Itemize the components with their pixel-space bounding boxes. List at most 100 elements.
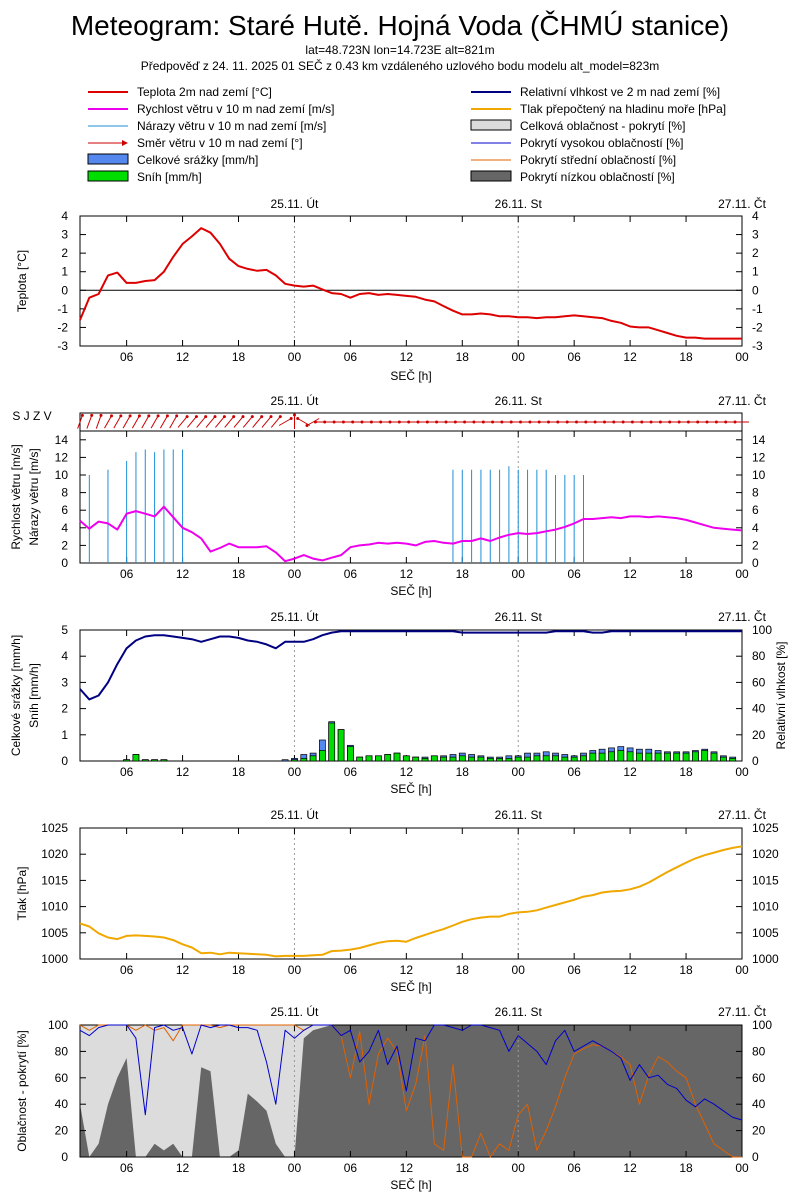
precip-snow-bar bbox=[636, 752, 643, 762]
cloud-ytick-label: 20 bbox=[55, 1124, 69, 1138]
cloud-day-label: 26.11. St bbox=[495, 1005, 543, 1019]
precip-ylabel2: Sníh [mm/h] bbox=[27, 663, 41, 728]
forecast-info: Předpověď z 24. 11. 2025 01 SEČ z 0.43 k… bbox=[140, 59, 660, 73]
wind-xtick-label: 06 bbox=[120, 567, 134, 581]
wind-day-label: 26.11. St bbox=[495, 394, 543, 408]
precip-xtick-label: 00 bbox=[735, 765, 749, 779]
temperature-ytick-label: 0 bbox=[61, 283, 68, 297]
wind-direction-arrow-head bbox=[360, 420, 364, 424]
pressure-ytick-label-right: 1020 bbox=[752, 847, 779, 861]
wind-day-label: 27.11. Čt bbox=[718, 393, 766, 408]
cloud-ytick-label-right: 20 bbox=[752, 1124, 766, 1138]
precip-snow-bar bbox=[337, 729, 345, 762]
cloud-ytick-label: 80 bbox=[55, 1044, 69, 1058]
wind-direction-arrow-head bbox=[147, 414, 151, 418]
wind-ytick-label-right: 4 bbox=[752, 521, 759, 535]
pressure-chart: 25.11. Út 26.11. St 27.11. Čt 06 12 18 00 06 12 1… bbox=[15, 807, 779, 994]
wind-direction-arrow-shaft bbox=[205, 416, 216, 428]
wind-direction-arrow-shaft bbox=[306, 418, 320, 426]
temperature-ytick-label: -3 bbox=[57, 339, 68, 353]
temperature-ytick-label-right: -1 bbox=[752, 302, 763, 316]
precip-snow-bar bbox=[654, 752, 662, 762]
pressure-xlabel: SEČ [h] bbox=[390, 979, 431, 994]
wind-direction-label: S J Z V bbox=[12, 409, 51, 423]
precip-snow-bar bbox=[505, 758, 513, 762]
wind-direction-arrow-shaft bbox=[159, 415, 168, 429]
legend-right-1-label: Tlak přepočtený na hladinu moře [hPa] bbox=[520, 102, 726, 116]
temperature-ytick-label-right: 1 bbox=[752, 265, 759, 279]
wind-ytick-label-right: 0 bbox=[752, 556, 759, 570]
wind-xtick-label: 00 bbox=[288, 567, 302, 581]
wind-direction-arrow bbox=[215, 415, 226, 428]
temperature-ytick-label-right: 2 bbox=[752, 246, 759, 260]
wind-direction-arrow-head bbox=[593, 420, 597, 424]
legend-right-5-label: Pokrytí nízkou oblačností [%] bbox=[520, 170, 675, 184]
wind-direction-arrow-shaft bbox=[141, 415, 150, 429]
pressure-ytick-label: 1025 bbox=[41, 821, 68, 835]
precip-snow-bar bbox=[430, 755, 438, 762]
cloud-xtick-label: 12 bbox=[176, 1161, 190, 1175]
cloud-xtick-label: 00 bbox=[288, 1161, 302, 1175]
wind-direction-arrow bbox=[86, 413, 94, 429]
precip-day-label: 27.11. Čt bbox=[718, 609, 766, 624]
precip-snow-bar bbox=[375, 755, 382, 762]
precip-snow-bar bbox=[123, 759, 130, 762]
precip-ylabel: Celkové srážky [mm/h] bbox=[9, 635, 23, 756]
wind-direction-arrow-head bbox=[110, 414, 113, 418]
cloud-ytick-label-right: 60 bbox=[752, 1071, 766, 1085]
legend-left-3-arrowhead bbox=[122, 140, 128, 146]
cloud-day-label: 25.11. Út bbox=[271, 1004, 319, 1019]
wind-direction-arrow-head bbox=[90, 413, 94, 417]
wind-direction-arrow-shaft bbox=[122, 415, 131, 429]
wind-xtick-label: 18 bbox=[679, 567, 693, 581]
wind-ytick-label: 0 bbox=[61, 556, 68, 570]
wind-direction-arrow-shaft bbox=[187, 416, 197, 428]
precip-ytick-label: 5 bbox=[61, 623, 68, 637]
legend-left-3-label: Směr větru v 10 m nad zemí [°] bbox=[137, 136, 303, 150]
precip-total-bar bbox=[281, 759, 289, 762]
wind-direction-arrow bbox=[131, 414, 141, 429]
wind-direction-arrow-head bbox=[453, 420, 457, 424]
wind-direction-arrow bbox=[252, 415, 264, 428]
legend-right-4-label: Pokrytí střední oblačností [%] bbox=[520, 153, 676, 167]
precip-ytick-label: 2 bbox=[61, 702, 68, 716]
cloud-ytick-label-right: 0 bbox=[752, 1150, 759, 1164]
cloud-xtick-label: 00 bbox=[512, 1161, 526, 1175]
precip-day-label: 26.11. St bbox=[495, 610, 543, 624]
wind-direction-arrow-head bbox=[213, 415, 217, 419]
temperature-xlabel: SEČ [h] bbox=[390, 368, 431, 383]
wind-direction-arrow-head bbox=[584, 420, 588, 424]
pressure-ytick-label: 1010 bbox=[41, 900, 68, 914]
wind-direction-arrow-shaft bbox=[177, 416, 188, 428]
pressure-line bbox=[79, 845, 743, 958]
wind-direction-arrow-head bbox=[630, 420, 634, 424]
precip-ylabel-right: Relativní vlhkost [%] bbox=[774, 641, 788, 749]
wind-direction-arrow-head bbox=[668, 420, 672, 424]
wind-direction-arrow-head bbox=[269, 415, 273, 419]
wind-direction-arrow bbox=[270, 415, 282, 428]
wind-xtick-label: 18 bbox=[232, 567, 246, 581]
temperature-xtick-label: 00 bbox=[735, 350, 749, 364]
legend-left-5-swatch bbox=[87, 170, 129, 182]
wind-direction-arrow-head bbox=[241, 415, 245, 419]
precip-ytick-label: 4 bbox=[61, 649, 68, 663]
precip-xtick-label: 12 bbox=[176, 765, 190, 779]
legend-left-5-label: Sníh [mm/h] bbox=[137, 170, 202, 184]
cloud-xtick-label: 00 bbox=[735, 1161, 749, 1175]
precip-ytick-label-right: 20 bbox=[752, 728, 766, 742]
wind-direction-arrow-head bbox=[332, 420, 336, 424]
wind-frame bbox=[79, 430, 743, 564]
legend: Teplota 2m nad zemí [°C] Rychlost větru v… bbox=[87, 85, 726, 184]
precip-xtick-label: 06 bbox=[344, 765, 358, 779]
wind-ytick-label-right: 12 bbox=[752, 450, 766, 464]
precip-snow-bar bbox=[347, 746, 354, 762]
wind-direction-arrow-head bbox=[658, 420, 662, 424]
wind-ytick-label: 2 bbox=[61, 538, 68, 552]
temperature-xtick-label: 18 bbox=[232, 350, 246, 364]
temperature-xtick-label: 12 bbox=[623, 350, 637, 364]
wind-direction-arrow-head bbox=[565, 420, 569, 424]
wind-direction-arrow-head bbox=[351, 420, 355, 424]
wind-direction-arrow-head bbox=[222, 415, 226, 419]
